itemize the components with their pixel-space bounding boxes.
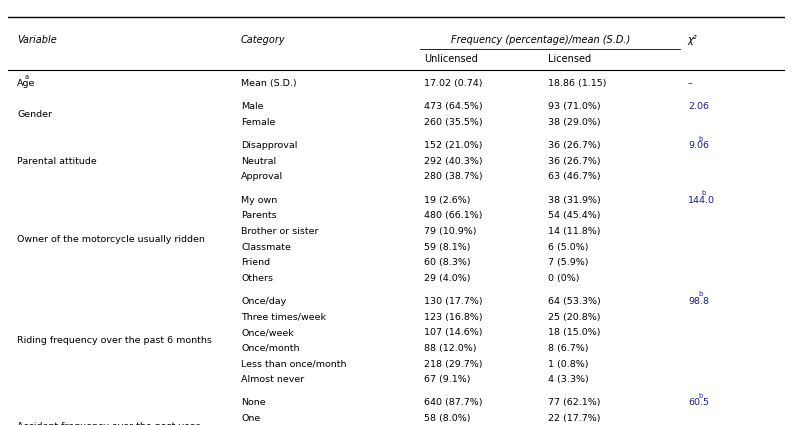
Text: Male: Male (241, 102, 263, 111)
Text: 36 (26.7%): 36 (26.7%) (548, 157, 600, 166)
Text: 22 (17.7%): 22 (17.7%) (548, 414, 600, 423)
Text: 480 (66.1%): 480 (66.1%) (423, 211, 482, 220)
Text: b: b (699, 136, 703, 142)
Text: None: None (241, 398, 266, 408)
Text: Owner of the motorcycle usually ridden: Owner of the motorcycle usually ridden (17, 235, 205, 244)
Text: Accident frequency over the past year: Accident frequency over the past year (17, 422, 200, 425)
Text: 38 (31.9%): 38 (31.9%) (548, 196, 601, 204)
Text: 18 (15.0%): 18 (15.0%) (548, 328, 600, 337)
Text: Age: Age (17, 79, 36, 88)
Text: χ²: χ² (688, 35, 698, 45)
Text: Frequency (percentage)/mean (S.D.): Frequency (percentage)/mean (S.D.) (450, 35, 630, 45)
Text: Parents: Parents (241, 211, 277, 220)
Text: 8 (6.7%): 8 (6.7%) (548, 344, 588, 353)
Text: Unlicensed: Unlicensed (423, 54, 477, 64)
Text: 2.06: 2.06 (688, 102, 709, 111)
Text: 4 (3.3%): 4 (3.3%) (548, 375, 588, 384)
Text: 79 (10.9%): 79 (10.9%) (423, 227, 477, 236)
Text: Once/month: Once/month (241, 344, 300, 353)
Text: 9.06: 9.06 (688, 141, 709, 150)
Text: 123 (16.8%): 123 (16.8%) (423, 313, 482, 322)
Text: 29 (4.0%): 29 (4.0%) (423, 274, 470, 283)
Text: Neutral: Neutral (241, 157, 276, 166)
Text: 19 (2.6%): 19 (2.6%) (423, 196, 470, 204)
Text: Three times/week: Three times/week (241, 313, 326, 322)
Text: 60 (8.3%): 60 (8.3%) (423, 258, 470, 267)
Text: 218 (29.7%): 218 (29.7%) (423, 360, 482, 368)
Text: 25 (20.8%): 25 (20.8%) (548, 313, 600, 322)
Text: 17.02 (0.74): 17.02 (0.74) (423, 79, 482, 88)
Text: 18.86 (1.15): 18.86 (1.15) (548, 79, 607, 88)
Text: 107 (14.6%): 107 (14.6%) (423, 328, 482, 337)
Text: 6 (5.0%): 6 (5.0%) (548, 243, 588, 252)
Text: 98.8: 98.8 (688, 297, 709, 306)
Text: b: b (699, 292, 703, 297)
Text: 59 (8.1%): 59 (8.1%) (423, 243, 470, 252)
Text: 144.0: 144.0 (688, 196, 715, 204)
Text: 63 (46.7%): 63 (46.7%) (548, 173, 600, 181)
Text: Almost never: Almost never (241, 375, 305, 384)
Text: Disapproval: Disapproval (241, 141, 297, 150)
Text: 280 (38.7%): 280 (38.7%) (423, 173, 482, 181)
Text: 7 (5.9%): 7 (5.9%) (548, 258, 588, 267)
Text: 64 (53.3%): 64 (53.3%) (548, 297, 601, 306)
Text: 292 (40.3%): 292 (40.3%) (423, 157, 482, 166)
Text: 93 (71.0%): 93 (71.0%) (548, 102, 600, 111)
Text: Approval: Approval (241, 173, 283, 181)
Text: 0 (0%): 0 (0%) (548, 274, 580, 283)
Text: Others: Others (241, 274, 273, 283)
Text: Mean (S.D.): Mean (S.D.) (241, 79, 297, 88)
Text: Once/day: Once/day (241, 297, 286, 306)
Text: –: – (688, 79, 692, 88)
Text: Less than once/month: Less than once/month (241, 360, 347, 368)
Text: Category: Category (241, 35, 285, 45)
Text: 36 (26.7%): 36 (26.7%) (548, 141, 600, 150)
Text: 58 (8.0%): 58 (8.0%) (423, 414, 470, 423)
Text: Female: Female (241, 118, 275, 127)
Text: My own: My own (241, 196, 278, 204)
Text: 14 (11.8%): 14 (11.8%) (548, 227, 600, 236)
Text: Licensed: Licensed (548, 54, 591, 64)
Text: 88 (12.0%): 88 (12.0%) (423, 344, 477, 353)
Text: Brother or sister: Brother or sister (241, 227, 319, 236)
Text: Riding frequency over the past 6 months: Riding frequency over the past 6 months (17, 336, 213, 345)
Text: 1 (0.8%): 1 (0.8%) (548, 360, 588, 368)
Text: Once/week: Once/week (241, 328, 294, 337)
Text: 54 (45.4%): 54 (45.4%) (548, 211, 600, 220)
Text: Classmate: Classmate (241, 243, 291, 252)
Text: 60.5: 60.5 (688, 398, 709, 408)
Text: 77 (62.1%): 77 (62.1%) (548, 398, 600, 408)
Text: 130 (17.7%): 130 (17.7%) (423, 297, 482, 306)
Text: b: b (699, 393, 703, 399)
Text: Parental attitude: Parental attitude (17, 157, 97, 166)
Text: 152 (21.0%): 152 (21.0%) (423, 141, 482, 150)
Text: 67 (9.1%): 67 (9.1%) (423, 375, 470, 384)
Text: One: One (241, 414, 260, 423)
Text: 38 (29.0%): 38 (29.0%) (548, 118, 600, 127)
Text: Gender: Gender (17, 110, 52, 119)
Text: b: b (701, 190, 706, 196)
Text: Friend: Friend (241, 258, 270, 267)
Text: 260 (35.5%): 260 (35.5%) (423, 118, 482, 127)
Text: 640 (87.7%): 640 (87.7%) (423, 398, 482, 408)
Text: a: a (25, 74, 29, 79)
Text: Variable: Variable (17, 35, 57, 45)
Text: 473 (64.5%): 473 (64.5%) (423, 102, 482, 111)
